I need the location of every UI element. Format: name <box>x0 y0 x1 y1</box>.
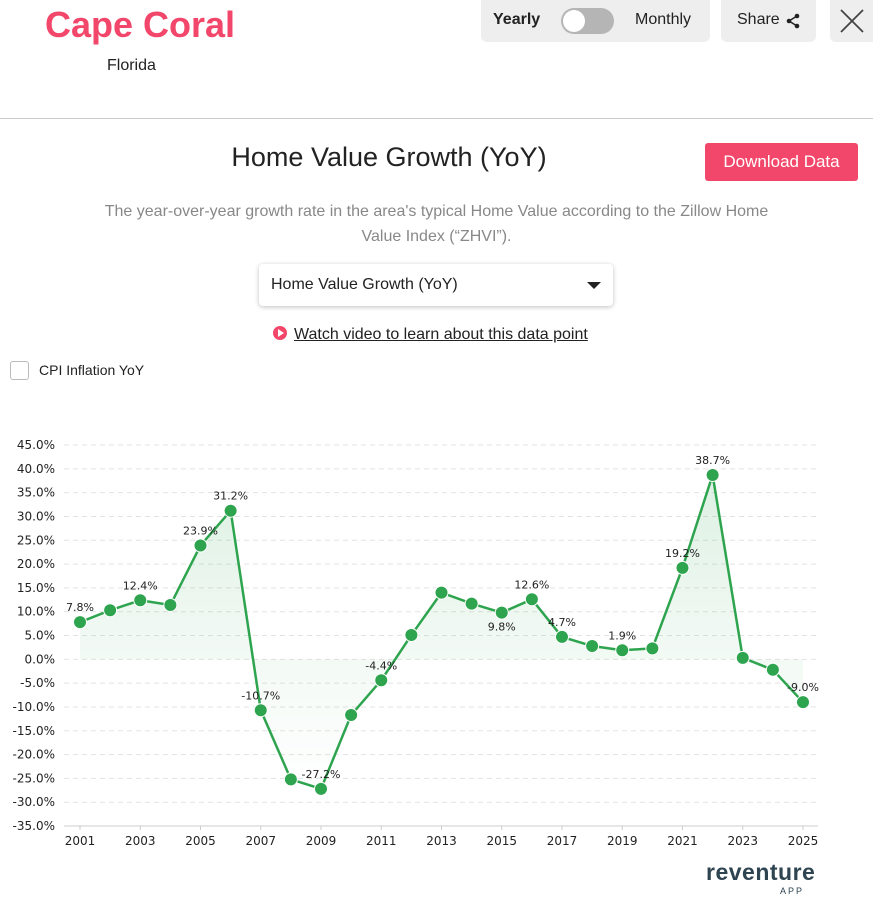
video-link[interactable]: Watch video to learn about this data poi… <box>273 326 588 344</box>
y-tick-label: -25.0% <box>13 771 55 785</box>
data-label: -4.4% <box>365 659 397 672</box>
y-tick-label: 45.0% <box>17 438 55 452</box>
city-title: Cape Coral <box>45 4 236 45</box>
y-tick-label: -5.0% <box>20 676 55 690</box>
video-link-text[interactable]: Watch video to learn about this data poi… <box>294 326 588 343</box>
data-label: -10.7% <box>241 689 280 702</box>
data-label: 38.7% <box>695 454 730 467</box>
y-tick-label: -30.0% <box>13 795 55 809</box>
y-tick-label: 15.0% <box>17 581 55 595</box>
y-tick-label: 10.0% <box>17 605 55 619</box>
data-label: 23.9% <box>183 524 218 537</box>
data-point <box>133 593 148 608</box>
data-label: 7.8% <box>66 601 94 614</box>
x-tick-label: 2003 <box>125 834 156 848</box>
y-tick-label: 30.0% <box>17 509 55 523</box>
data-point <box>344 708 359 723</box>
data-point <box>103 603 118 618</box>
y-tick-label: -20.0% <box>13 748 55 762</box>
y-tick-label: 35.0% <box>17 486 55 500</box>
frequency-toggle: Yearly Monthly <box>481 0 710 42</box>
x-tick-label: 2013 <box>426 834 457 848</box>
data-label: 31.2% <box>213 490 248 503</box>
metric-description: The year-over-year growth rate in the ar… <box>104 203 769 245</box>
data-point <box>374 673 389 688</box>
x-tick-label: 2019 <box>607 834 638 848</box>
metric-select-value: Home Value Growth (YoY) <box>271 276 458 293</box>
x-tick-label: 2025 <box>788 834 819 848</box>
checkbox-box[interactable] <box>10 361 29 380</box>
growth-chart: 45.0% 40.0% 35.0% 30.0% 25.0% 20.0% 15.0% 10.0%… <box>13 438 819 848</box>
share-icon <box>786 13 800 29</box>
data-point <box>585 638 600 653</box>
header-divider <box>0 118 873 119</box>
x-tick-label: 2021 <box>667 834 698 848</box>
data-point <box>223 503 238 518</box>
share-button[interactable]: Share <box>721 0 816 42</box>
state-subtitle: Florida <box>107 57 156 74</box>
data-label: 4.7% <box>548 616 576 629</box>
metric-select[interactable]: Home Value Growth (YoY) <box>259 264 613 306</box>
x-tick-label: 2017 <box>547 834 578 848</box>
reventure-logo-sub: APP <box>780 886 805 896</box>
data-point <box>494 605 509 620</box>
x-tick-label: 2023 <box>727 834 758 848</box>
caret-down-icon <box>587 282 601 289</box>
data-point <box>645 641 660 656</box>
data-point <box>73 615 87 630</box>
switch-knob <box>563 10 585 32</box>
close-icon <box>840 9 864 33</box>
data-point <box>434 585 449 600</box>
data-point <box>193 538 208 553</box>
monthly-label[interactable]: Monthly <box>635 11 692 28</box>
frequency-switch[interactable] <box>561 8 614 34</box>
data-label: 19.2% <box>665 547 700 560</box>
page-title: Home Value Growth (YoY) <box>231 142 547 172</box>
data-point <box>524 592 539 607</box>
data-point <box>796 695 810 710</box>
x-tick-label: 2007 <box>245 834 276 848</box>
data-point <box>253 703 268 718</box>
play-icon <box>273 326 287 340</box>
download-data-button[interactable]: Download Data <box>705 143 858 181</box>
area-fill <box>80 475 803 789</box>
y-tick-label: 40.0% <box>17 462 55 476</box>
y-tick-label: -15.0% <box>13 724 55 738</box>
y-tick-label: 0.0% <box>25 652 56 666</box>
data-point <box>404 628 419 643</box>
y-tick-label: -10.0% <box>13 700 55 714</box>
reventure-logo: reventure <box>706 859 816 885</box>
y-tick-label: 20.0% <box>17 557 55 571</box>
x-tick-label: 2001 <box>65 834 96 848</box>
x-tick-label: 2011 <box>366 834 397 848</box>
data-label: 1.9% <box>608 629 636 642</box>
data-point <box>163 598 178 613</box>
data-label: 9.8% <box>488 621 516 634</box>
data-point <box>314 781 328 796</box>
data-point <box>765 662 780 677</box>
close-button[interactable] <box>830 0 873 42</box>
share-label: Share <box>737 11 780 28</box>
cpi-checkbox[interactable]: CPI Inflation YoY <box>10 361 144 380</box>
data-point <box>464 596 479 611</box>
data-point <box>735 650 750 665</box>
data-label: -9.0% <box>787 681 819 694</box>
data-label: -27.2% <box>302 768 341 781</box>
yearly-label[interactable]: Yearly <box>493 11 541 28</box>
data-point <box>615 643 630 658</box>
x-tick-label: 2015 <box>486 834 517 848</box>
cpi-label: CPI Inflation YoY <box>39 362 145 378</box>
data-label: 12.4% <box>123 579 158 592</box>
y-tick-label: -35.0% <box>13 819 55 833</box>
data-point <box>283 772 298 787</box>
y-tick-label: 5.0% <box>25 629 56 643</box>
x-tick-label: 2009 <box>306 834 337 848</box>
data-point <box>555 629 569 644</box>
y-tick-label: 25.0% <box>17 533 55 547</box>
data-point <box>675 560 690 575</box>
data-point <box>705 468 720 483</box>
data-label: 12.6% <box>514 578 549 591</box>
x-tick-label: 2005 <box>185 834 216 848</box>
